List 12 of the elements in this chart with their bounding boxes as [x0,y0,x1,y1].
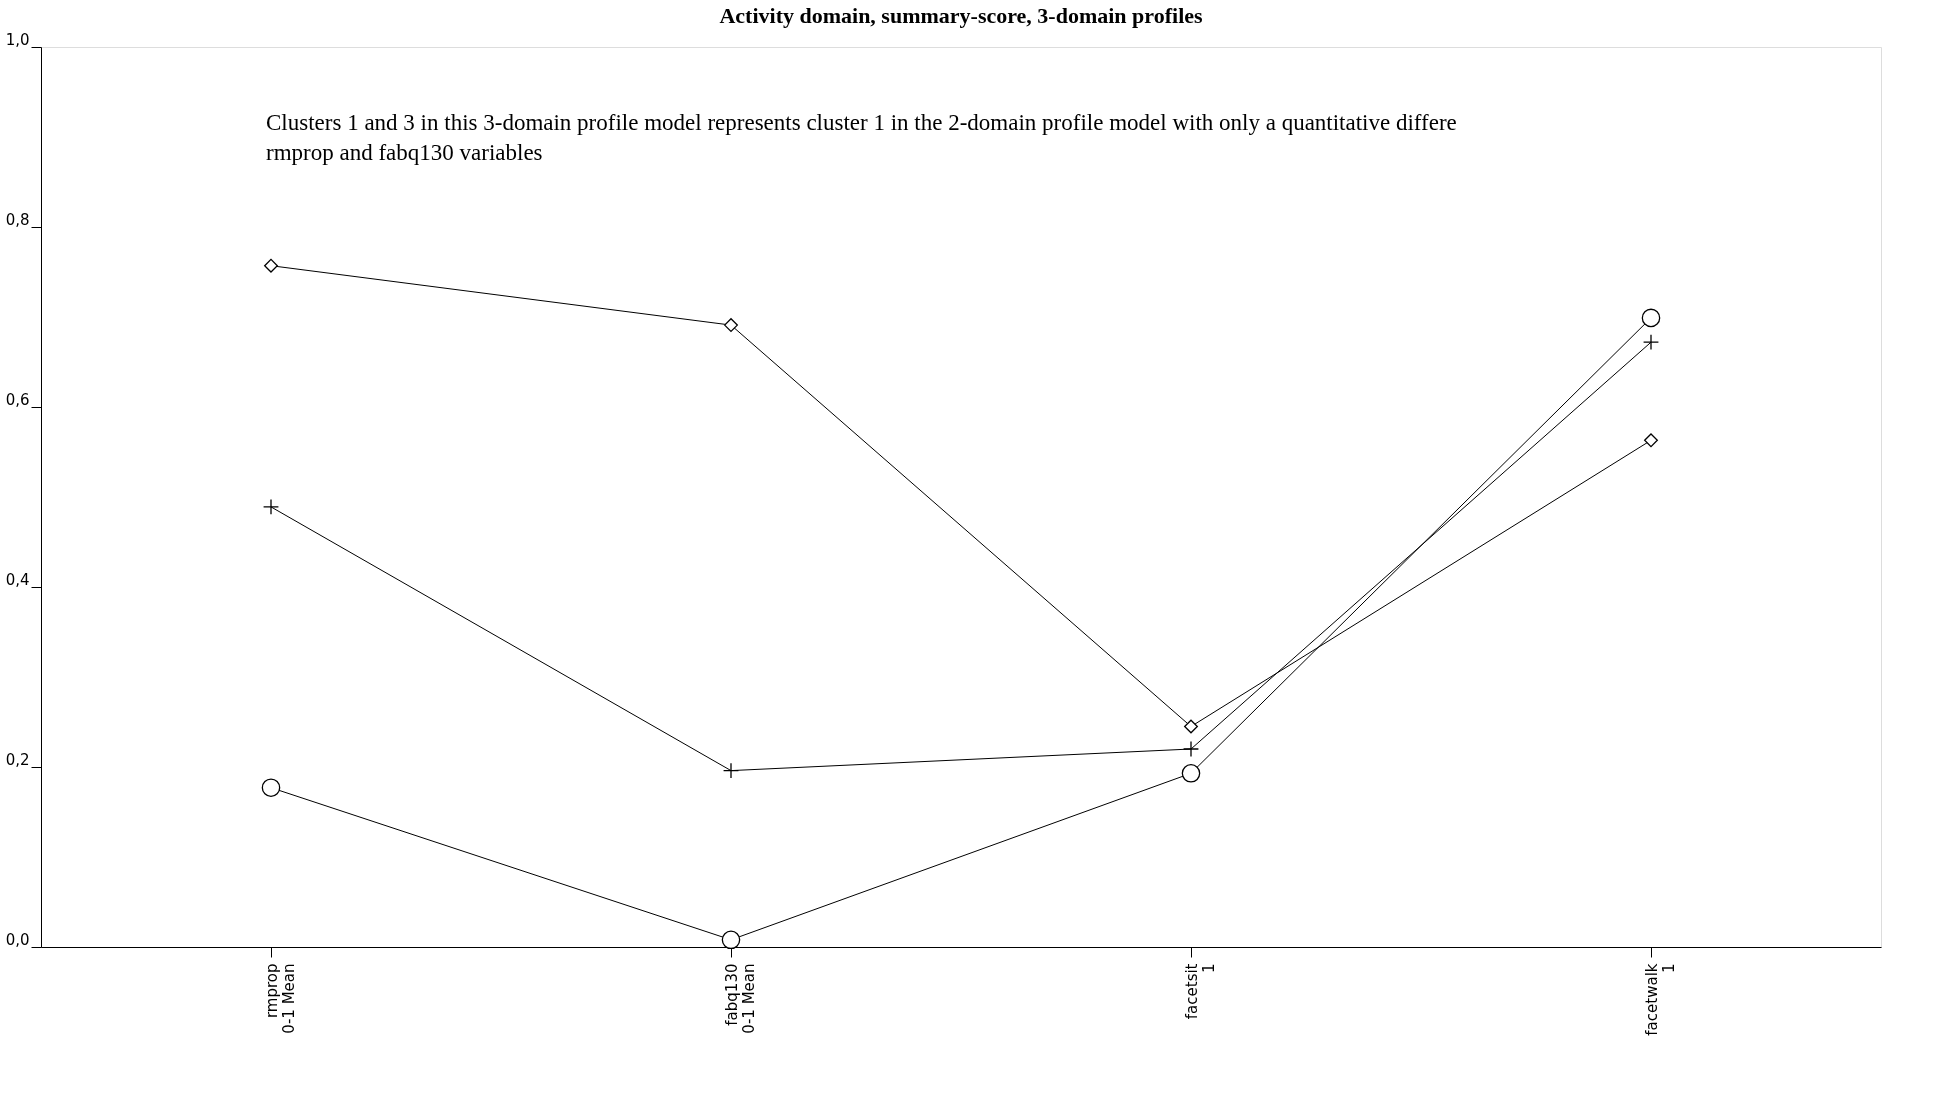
y-tick-label: 0,4 [5,570,30,589]
y-tick-label: 1,0 [5,30,30,49]
y-tick-label: 0,0 [5,930,30,949]
y-tick-label: 0,2 [5,750,30,769]
y-tick-label: 0,6 [5,390,30,409]
x-tick-label: facetsit 1 [1182,963,1218,1020]
chart-title: Activity domain, summary-score, 3-domain profiles [719,3,1204,28]
annotation: Clusters 1 and 3 in this 3-domain profile model represents cluster 1 in the 2-domain profile model with only a quantitative differe rmprop and fabq130 variables [266,110,1457,165]
y-tick-label: 0,8 [5,210,30,229]
x-tick-label: fabq130 0-1 Mean [722,963,758,1034]
x-tick-label: facetwalk 1 [1642,963,1678,1036]
x-tick-label: rmprop 0-1 Mean [262,963,298,1034]
